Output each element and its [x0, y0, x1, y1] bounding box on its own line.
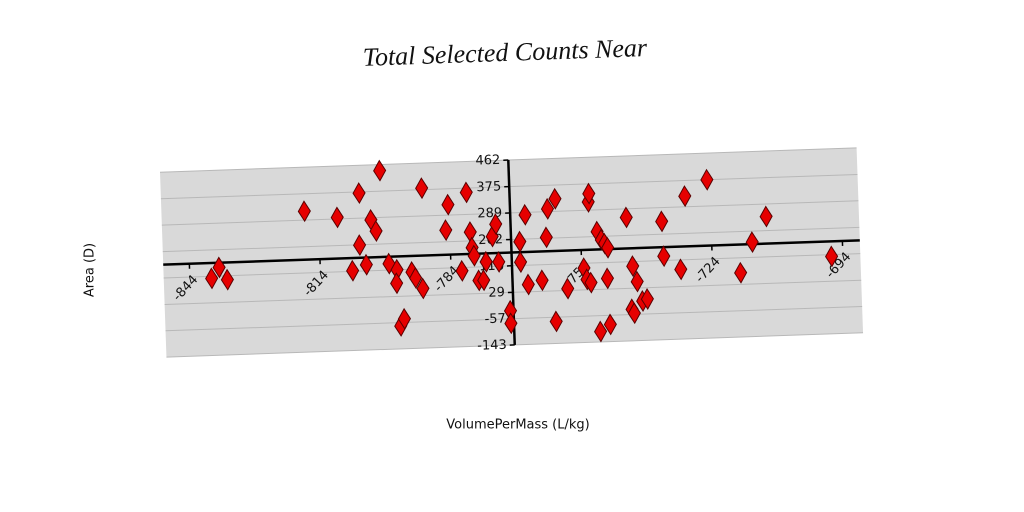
point [513, 251, 528, 274]
point [459, 181, 473, 204]
point [390, 272, 404, 295]
y-tick-label: 29 [488, 285, 505, 301]
point [603, 313, 617, 336]
point [561, 277, 575, 300]
point [415, 177, 429, 200]
point [540, 197, 555, 220]
x-axis-label: VolumePerMass (L/kg) [446, 418, 589, 433]
point [548, 187, 562, 210]
point [477, 269, 491, 292]
point [825, 245, 839, 268]
point [441, 193, 455, 216]
point [359, 253, 373, 276]
point [601, 236, 615, 259]
point [521, 273, 535, 296]
point [416, 277, 430, 300]
chart-title: Total Selected Counts Near [362, 33, 648, 72]
plot: 46237528920211629-57-143-844-814-784-754… [159, 147, 864, 358]
point [539, 226, 553, 249]
point [373, 159, 387, 182]
point [220, 268, 234, 291]
point [504, 312, 518, 335]
point [369, 220, 383, 243]
point [492, 250, 506, 273]
point [479, 250, 493, 273]
point [700, 168, 714, 191]
point [439, 219, 453, 242]
point [734, 261, 748, 284]
y-axis-label: Area (D) [83, 243, 98, 297]
point [600, 267, 615, 290]
point [626, 255, 640, 278]
point [352, 182, 366, 205]
point [467, 244, 481, 267]
point [594, 320, 608, 343]
point [346, 259, 360, 282]
point [330, 206, 344, 229]
point [205, 267, 219, 290]
y-tick-label: -57 [484, 311, 506, 327]
point [409, 267, 423, 289]
point [655, 210, 669, 233]
point [745, 231, 759, 254]
point [759, 205, 773, 228]
point [397, 307, 412, 330]
point [678, 185, 692, 208]
point [297, 200, 311, 223]
point [549, 310, 563, 333]
y-tick-label: -143 [477, 338, 507, 354]
point [518, 203, 532, 226]
point [352, 234, 367, 257]
point [657, 245, 671, 268]
point [212, 256, 226, 279]
point [535, 269, 549, 292]
point [489, 213, 503, 236]
point [582, 182, 596, 205]
point [619, 206, 633, 229]
y-tick-label: 375 [476, 179, 501, 195]
point [674, 258, 688, 281]
y-tick-label: 462 [475, 153, 500, 169]
point [455, 259, 469, 282]
point [630, 270, 644, 293]
point [640, 288, 654, 310]
point [627, 302, 641, 325]
point [584, 271, 598, 294]
